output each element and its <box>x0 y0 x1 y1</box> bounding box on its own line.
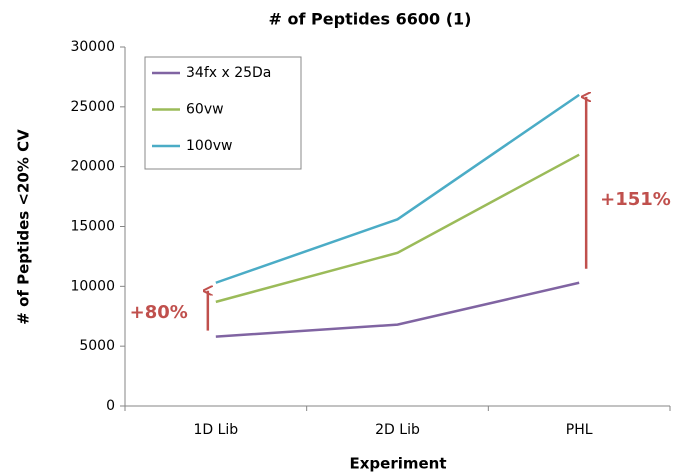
x-tick-label: 2D Lib <box>375 422 420 438</box>
y-tick-label: 5000 <box>79 338 115 354</box>
x-tick-label: 1D Lib <box>193 422 238 438</box>
legend-box <box>144 56 302 170</box>
chart-title: # of Peptides 6600 (1) <box>269 10 472 29</box>
x-tick-label: PHL <box>566 422 593 438</box>
series-line <box>215 93 580 284</box>
legend-label: 100vw <box>186 138 232 154</box>
annotation-text: +80% <box>130 302 188 323</box>
series-line <box>215 281 580 338</box>
y-tick-label: 0 <box>106 398 115 414</box>
legend-label: 60vw <box>186 102 224 118</box>
y-tick-label: 10000 <box>70 278 115 294</box>
y-tick-label: 20000 <box>70 159 115 175</box>
x-axis-label: Experiment <box>349 455 446 473</box>
y-tick-label: 25000 <box>70 99 115 115</box>
y-axis-label: # of Peptides <20% CV <box>15 129 33 325</box>
y-tick-label: 30000 <box>70 39 115 55</box>
annotation-text: +151% <box>600 189 671 210</box>
series-line <box>215 153 580 304</box>
legend-label: 34fx x 25Da <box>186 65 271 81</box>
y-tick-label: 15000 <box>70 219 115 235</box>
